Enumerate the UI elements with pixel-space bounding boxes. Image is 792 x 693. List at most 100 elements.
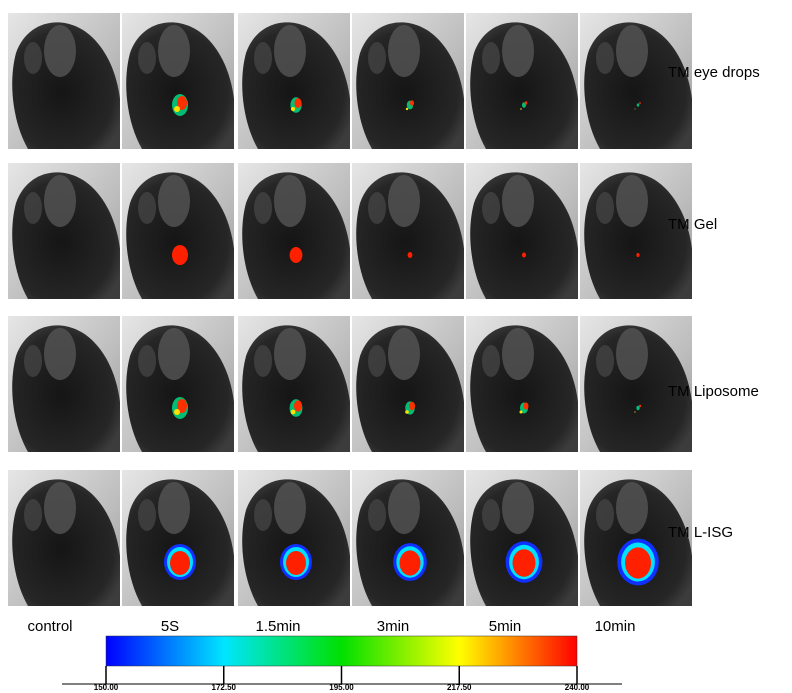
head-highlight	[254, 499, 272, 531]
head-highlight	[274, 482, 306, 534]
colorbar-tick-label: 150.00	[94, 683, 119, 692]
image-tile	[122, 470, 235, 606]
signal	[513, 549, 536, 577]
head-highlight	[24, 192, 42, 224]
row-label: TM eye drops	[668, 64, 760, 81]
signal	[524, 403, 529, 410]
head-highlight	[388, 25, 420, 77]
colorbar	[106, 636, 577, 666]
signal	[291, 410, 296, 415]
image-tile	[466, 470, 579, 606]
image-tile	[8, 13, 121, 149]
colorbar-tick-label: 217.50	[447, 683, 472, 692]
image-tile	[122, 163, 235, 299]
head-highlight	[482, 42, 500, 74]
row-label: TM Gel	[668, 216, 717, 233]
head-highlight	[158, 25, 190, 77]
head-highlight	[254, 345, 272, 377]
head-highlight	[482, 345, 500, 377]
signal	[637, 103, 639, 106]
head-highlight	[596, 499, 614, 531]
head-highlight	[138, 499, 156, 531]
signal	[405, 410, 409, 414]
column-label: 1.5min	[255, 618, 300, 635]
signal	[525, 101, 528, 105]
page: TM eye dropsTM GelTM LiposomeTM L-ISGcon…	[0, 0, 792, 693]
signal	[636, 253, 639, 257]
head-highlight	[44, 25, 76, 77]
image-tile	[238, 316, 351, 452]
signal	[174, 106, 180, 112]
column-label: 5S	[161, 618, 179, 635]
colorbar-tick-label: 172.50	[212, 683, 237, 692]
head-highlight	[254, 192, 272, 224]
signal	[635, 109, 636, 110]
head-highlight	[388, 175, 420, 227]
head-highlight	[368, 345, 386, 377]
signal	[286, 551, 306, 575]
signal	[520, 411, 523, 414]
head-highlight	[616, 482, 648, 534]
image-tile	[122, 13, 235, 149]
column-label: 10min	[595, 618, 636, 635]
signal	[639, 405, 641, 408]
head-highlight	[158, 328, 190, 380]
head-highlight	[274, 175, 306, 227]
head-highlight	[24, 42, 42, 74]
image-tile	[466, 163, 579, 299]
column-label: 5min	[489, 618, 522, 635]
head-highlight	[254, 42, 272, 74]
head-highlight	[502, 175, 534, 227]
head-highlight	[368, 42, 386, 74]
image-tile	[122, 316, 235, 452]
head-highlight	[368, 192, 386, 224]
head-highlight	[158, 175, 190, 227]
image-tile	[466, 316, 579, 452]
head-highlight	[482, 192, 500, 224]
signal	[410, 100, 414, 106]
signal	[409, 402, 415, 410]
signal	[290, 247, 303, 263]
signal	[400, 550, 421, 575]
signal	[522, 253, 526, 258]
head-highlight	[616, 25, 648, 77]
image-tile	[466, 13, 579, 149]
image-tile	[238, 163, 351, 299]
head-highlight	[388, 482, 420, 534]
signal	[295, 98, 302, 108]
signal	[294, 400, 302, 411]
image-tile	[352, 470, 465, 606]
image-tile	[352, 316, 465, 452]
image-grid	[8, 13, 693, 606]
signal	[291, 107, 295, 111]
head-highlight	[44, 175, 76, 227]
signal	[634, 411, 635, 412]
image-tile	[352, 163, 465, 299]
head-highlight	[596, 42, 614, 74]
head-highlight	[24, 499, 42, 531]
image-tile	[238, 470, 351, 606]
image-tile	[580, 13, 693, 149]
head-highlight	[274, 25, 306, 77]
head-highlight	[44, 482, 76, 534]
head-highlight	[138, 345, 156, 377]
image-tile	[8, 163, 121, 299]
signal	[625, 547, 651, 578]
head-highlight	[616, 175, 648, 227]
signal	[639, 102, 641, 104]
row-label: TM Liposome	[668, 383, 759, 400]
colorbar-tick-label: 240.00	[565, 683, 590, 692]
column-label: control	[27, 618, 72, 635]
head-highlight	[482, 499, 500, 531]
signal	[406, 108, 408, 110]
colorbar-tick-label: 195.00	[329, 683, 354, 692]
head-highlight	[138, 192, 156, 224]
head-highlight	[388, 328, 420, 380]
image-tile	[238, 13, 351, 149]
figure: TM eye dropsTM GelTM LiposomeTM L-ISGcon…	[0, 0, 792, 693]
head-highlight	[158, 482, 190, 534]
signal	[520, 108, 522, 110]
signal	[174, 409, 180, 415]
signal	[170, 551, 190, 575]
column-label: 3min	[377, 618, 410, 635]
